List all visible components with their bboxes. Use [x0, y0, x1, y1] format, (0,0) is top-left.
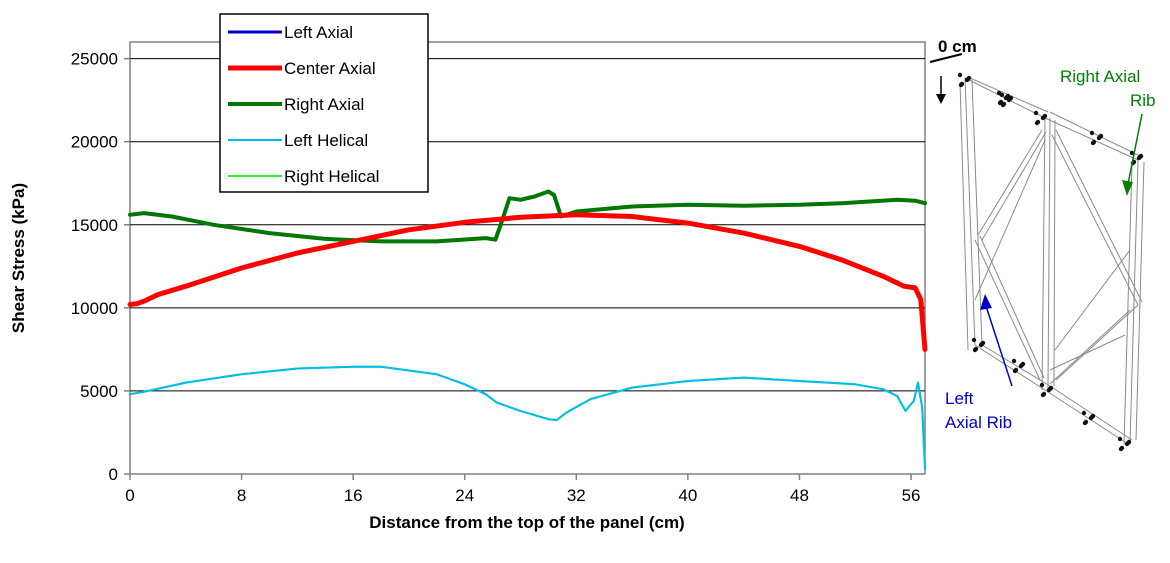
x-tick-label: 56	[902, 486, 921, 505]
panel-node-mark	[1001, 101, 1007, 107]
panel-node-mark	[1090, 413, 1096, 419]
panel-node-mark	[1013, 367, 1019, 373]
distance-arrow-head	[936, 94, 946, 104]
panel-member	[981, 131, 1047, 241]
panel-member	[974, 344, 1046, 391]
panel-member	[1049, 334, 1126, 371]
panel-node-mark	[966, 75, 972, 81]
panel-member	[1055, 304, 1139, 381]
panel-member	[1041, 117, 1046, 391]
y-axis-title: Shear Stress (kPa)	[9, 183, 28, 333]
zero-cm-label: 0 cm	[938, 37, 977, 56]
panel-node-mark	[999, 92, 1005, 98]
series-layer	[127, 189, 928, 470]
panel-member	[959, 81, 969, 351]
panel-member	[971, 79, 983, 346]
panel-member	[1049, 385, 1133, 441]
legend-label: Left Helical	[284, 131, 368, 150]
panel-diagram: 0 cm Right Axial Rib Left Axial Rib	[929, 37, 1156, 452]
panel-member	[977, 129, 1043, 236]
y-axis-ticks: 0 5000 10000 15000 20000 25000	[71, 50, 130, 484]
panel-member	[1047, 117, 1051, 389]
panel-node-mark	[1117, 436, 1123, 442]
panel-member	[964, 77, 976, 346]
panel-member	[974, 239, 1041, 381]
x-tick-label: 8	[237, 486, 246, 505]
panel-member	[1051, 134, 1139, 306]
x-tick-label: 16	[344, 486, 363, 505]
panel-node-mark	[1035, 119, 1041, 125]
panel-member	[1053, 119, 1056, 387]
legend-label: Right Helical	[284, 167, 379, 186]
right-axial-rib-label-line1: Right Axial	[1060, 67, 1140, 86]
zero-cm-marker	[929, 53, 963, 63]
x-tick-label: 32	[567, 486, 586, 505]
panel-member	[974, 139, 1046, 301]
panel-member	[1049, 111, 1141, 157]
x-tick-label: 0	[125, 486, 134, 505]
panel-node-mark	[971, 337, 977, 343]
panel-member	[1129, 159, 1139, 445]
y-tick-label: 5000	[80, 382, 118, 401]
left-axial-rib-label-line2: Axial Rib	[945, 413, 1012, 432]
panel-node-mark	[1129, 150, 1135, 156]
panel-node-mark	[1098, 133, 1104, 139]
panel-node-mark	[1119, 445, 1125, 451]
panel-member	[1044, 117, 1139, 161]
legend-label: Center Axial	[284, 59, 376, 78]
panel-node-mark	[1039, 382, 1045, 388]
panel-member	[1135, 161, 1145, 441]
y-tick-label: 10000	[71, 299, 118, 318]
series-line-right-axial	[128, 189, 927, 244]
legend-label: Right Axial	[284, 95, 364, 114]
left-rib-pointer-head	[980, 294, 992, 310]
y-tick-label: 0	[109, 465, 118, 484]
panel-node-mark	[1083, 419, 1089, 425]
series-line-center-axial	[127, 212, 928, 352]
panel-node-mark	[1020, 361, 1026, 367]
panel-node-mark	[1048, 385, 1054, 391]
panel-node-mark	[957, 72, 963, 78]
panel-node-mark	[1008, 95, 1014, 101]
right-rib-pointer-head	[1122, 180, 1133, 196]
left-rib-pointer	[985, 305, 1013, 387]
panel-node-mark	[1138, 153, 1144, 159]
legend: Left Axial Center Axial Right Axial Left He…	[219, 13, 429, 193]
series-line-left-helical	[129, 365, 926, 470]
left-axial-rib-label-line1: Left	[945, 389, 974, 408]
panel-member	[979, 235, 1045, 379]
panel-node-mark	[1011, 358, 1017, 364]
x-axis-ticks: 0 8 16 24 32 40 48 56	[125, 474, 921, 505]
right-rib-pointer	[1127, 113, 1143, 185]
y-tick-label: 25000	[71, 50, 118, 69]
right-axial-rib-label-line2: Rib	[1130, 91, 1156, 110]
panel-node-mark	[1042, 113, 1048, 119]
panel-node-mark	[959, 81, 965, 87]
x-tick-label: 48	[790, 486, 809, 505]
panel-node-mark	[1081, 410, 1087, 416]
y-tick-label: 15000	[71, 216, 118, 235]
x-tick-label: 40	[678, 486, 697, 505]
x-tick-label: 24	[455, 486, 474, 505]
panel-node-mark	[973, 346, 979, 352]
x-axis-title: Distance from the top of the panel (cm)	[369, 513, 684, 532]
panel-node-mark	[1041, 391, 1047, 397]
panel-node-mark	[1126, 439, 1132, 445]
panel-node-mark	[1089, 130, 1095, 136]
panel-node-mark	[1033, 110, 1039, 116]
panel-member	[1123, 163, 1133, 445]
panel-member	[1054, 249, 1131, 351]
y-tick-label: 20000	[71, 133, 118, 152]
panel-member	[981, 344, 1051, 387]
panel-member	[1044, 389, 1129, 445]
panel-member	[1055, 129, 1143, 303]
panel-member	[1049, 309, 1131, 385]
panel-node-mark	[980, 340, 986, 346]
panel-node-mark	[1091, 139, 1097, 145]
legend-label: Left Axial	[284, 23, 353, 42]
